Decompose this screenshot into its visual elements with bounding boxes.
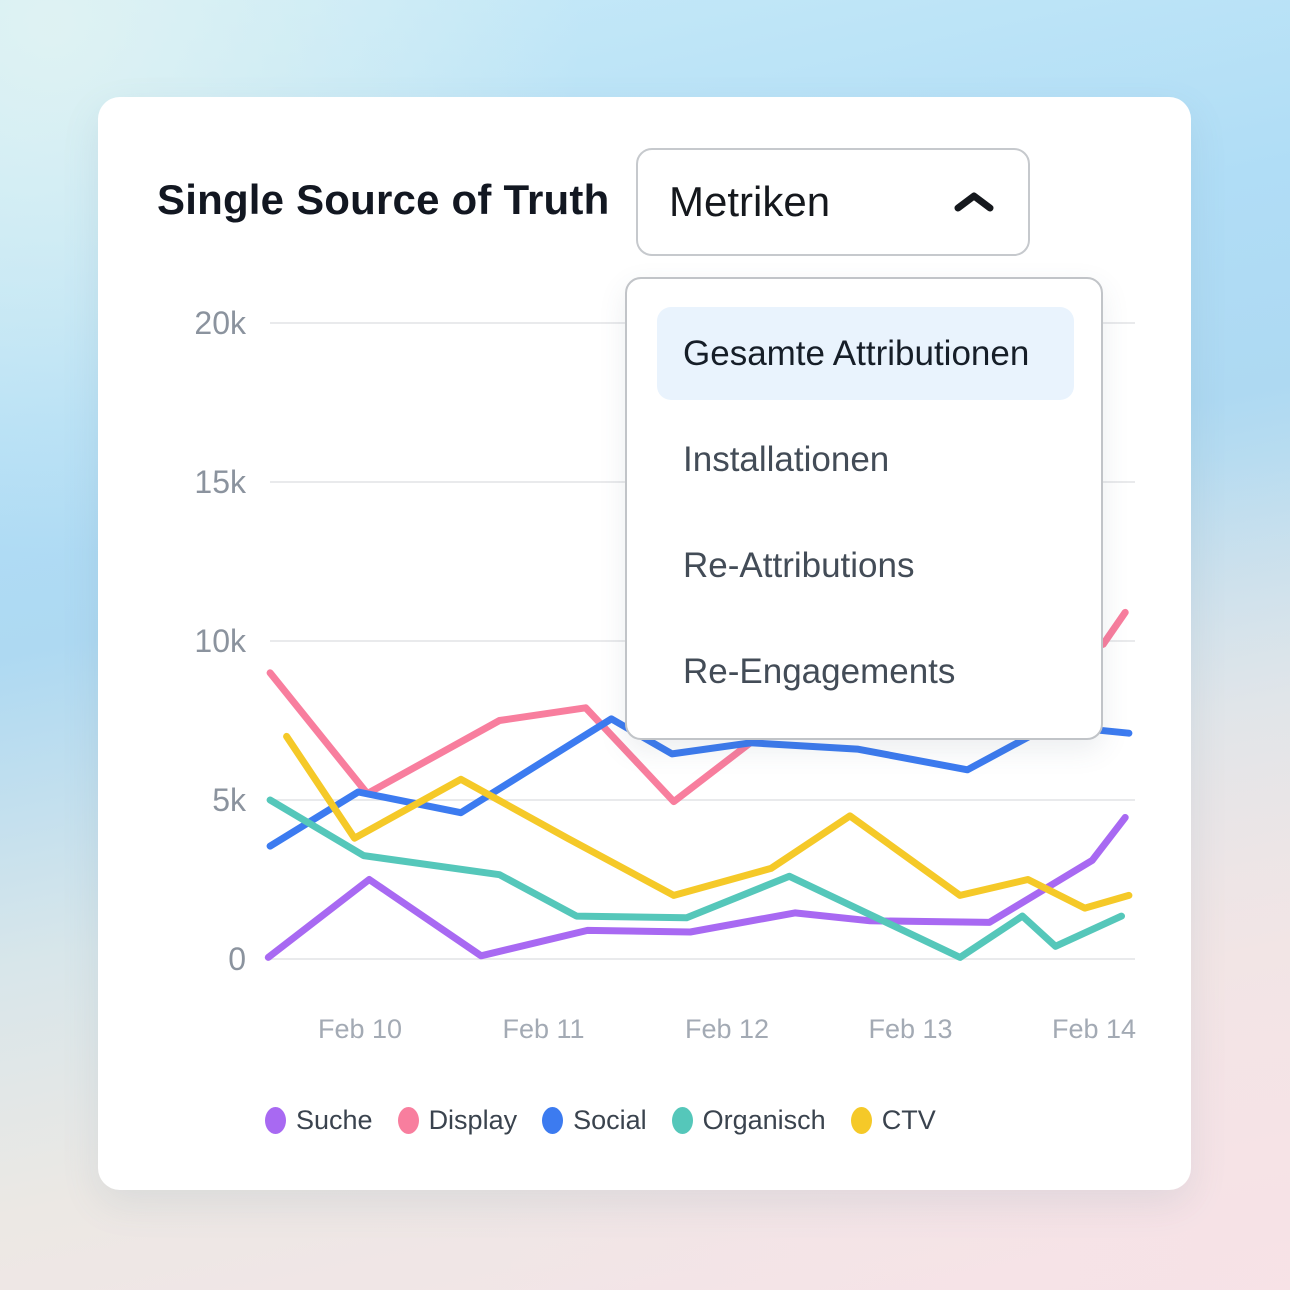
x-axis-tick-label: Feb 13	[868, 1014, 952, 1044]
x-axis-tick-label: Feb 11	[502, 1014, 584, 1044]
legend-dot-icon	[850, 1106, 872, 1134]
legend-label: Social	[573, 1104, 647, 1135]
x-axis-tick-label: Feb 12	[685, 1014, 769, 1044]
legend-label: CTV	[881, 1104, 936, 1135]
series-line-social	[266, 715, 1133, 850]
x-axis-tick-label: Feb 14	[1052, 1014, 1136, 1044]
metrics-dropdown-label: Metriken	[669, 178, 831, 225]
page-title: Single Source of Truth	[157, 176, 610, 223]
y-axis-tick-label: 5k	[212, 782, 247, 818]
legend-dot-icon	[671, 1106, 693, 1134]
legend-label: Suche	[296, 1104, 373, 1135]
legend-item-organisch[interactable]: Organisch	[671, 1104, 826, 1136]
y-axis-tick-label: 0	[228, 941, 246, 977]
series-line-suche	[264, 814, 1129, 961]
menu-option-installationen[interactable]: Installationen	[683, 439, 890, 479]
menu-option-re-attributions[interactable]: Re-Attributions	[683, 545, 915, 585]
legend-label: Display	[428, 1104, 518, 1135]
legend-dot-icon	[542, 1106, 564, 1134]
series-line-organisch	[266, 796, 1125, 961]
chart-card: Single Source of Truth Metriken 0 5k 10k 15…	[98, 97, 1191, 1190]
metrics-dropdown-button[interactable]: Metriken	[636, 148, 1030, 256]
legend-dot-icon	[265, 1106, 286, 1134]
y-axis-tick-label: 10k	[194, 623, 247, 659]
legend-item-social[interactable]: Social	[542, 1105, 647, 1136]
menu-option-gesamte-attributionen[interactable]: Gesamte Attributionen	[657, 307, 1074, 400]
legend-item-ctv[interactable]: CTV	[850, 1104, 936, 1136]
legend-label: Organisch	[702, 1104, 826, 1135]
legend-item-display[interactable]: Display	[397, 1104, 518, 1136]
y-axis-tick-label: 20k	[194, 305, 247, 341]
menu-option-re-engagements[interactable]: Re-Engagements	[683, 651, 956, 691]
y-axis-tick-label: 15k	[194, 464, 247, 500]
chevron-up-icon	[954, 192, 994, 212]
x-axis-tick-label: Feb 10	[318, 1014, 402, 1044]
metrics-dropdown-menu: Gesamte Attributionen Installationen Re-At…	[625, 277, 1103, 740]
series-line-ctv	[283, 732, 1133, 912]
legend-dot-icon	[397, 1106, 419, 1134]
chart-legend: Suche Display Social Organisch CTV	[265, 1103, 936, 1137]
legend-item-suche[interactable]: Suche	[265, 1105, 373, 1136]
